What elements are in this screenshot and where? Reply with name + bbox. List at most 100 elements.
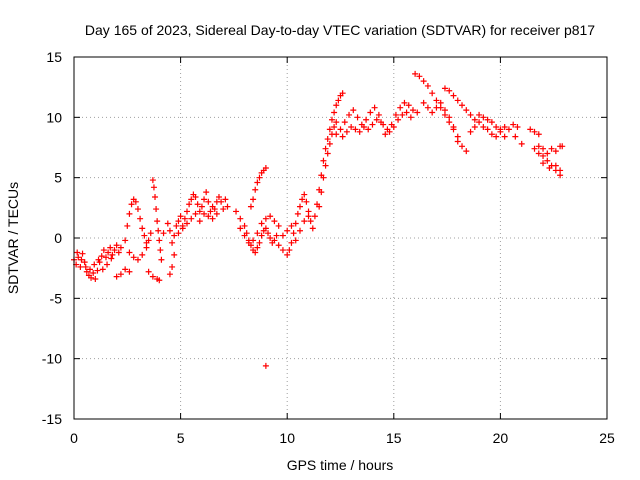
data-point (265, 230, 272, 237)
data-point (150, 184, 157, 191)
data-point (559, 143, 566, 150)
data-point (175, 218, 182, 225)
data-point (324, 136, 331, 143)
data-point (299, 196, 306, 203)
data-point (333, 131, 340, 138)
data-point (104, 261, 111, 268)
data-point (154, 218, 161, 225)
chart-title: Day 165 of 2023, Sidereal Day-to-day VTE… (85, 22, 595, 38)
data-point (301, 218, 308, 225)
data-point (262, 215, 269, 222)
x-tick-label: 25 (599, 430, 615, 446)
data-point (113, 273, 120, 280)
data-point (78, 256, 85, 263)
data-point (296, 203, 303, 210)
data-point (375, 111, 382, 118)
data-point (152, 193, 159, 200)
data-point (75, 254, 82, 261)
data-point (488, 131, 495, 138)
data-point (207, 208, 214, 215)
data-point (405, 102, 412, 109)
data-point (267, 213, 274, 220)
data-point (79, 250, 86, 257)
data-point (134, 206, 141, 213)
data-point (305, 213, 312, 220)
data-point (292, 237, 299, 244)
data-point (107, 244, 114, 251)
data-point (294, 210, 301, 217)
data-point (390, 123, 397, 130)
data-point (290, 230, 297, 237)
data-point (137, 215, 144, 222)
data-point (256, 239, 263, 246)
data-point (476, 119, 483, 126)
data-point (557, 167, 564, 174)
data-point (156, 237, 163, 244)
data-point (546, 165, 553, 172)
data-point (407, 114, 414, 121)
data-point (186, 201, 193, 208)
data-point (360, 123, 367, 130)
data-point (192, 193, 199, 200)
data-point (155, 227, 162, 234)
data-point (514, 123, 521, 130)
data-point (213, 210, 220, 217)
data-point (335, 97, 342, 104)
data-point (437, 99, 444, 106)
data-point (535, 143, 542, 150)
data-point (463, 148, 470, 155)
data-point (531, 128, 538, 135)
data-point (250, 196, 257, 203)
data-point (518, 140, 525, 147)
data-point (409, 107, 416, 114)
data-point (378, 119, 385, 126)
y-tick-label: 15 (46, 49, 62, 65)
data-point (446, 114, 453, 121)
data-point (188, 196, 195, 203)
x-tick-label: 20 (493, 430, 509, 446)
data-point (171, 251, 178, 258)
data-point (420, 99, 427, 106)
data-point (433, 104, 440, 111)
data-point (115, 249, 122, 256)
data-point (220, 206, 227, 213)
data-point (122, 266, 129, 273)
data-point (247, 203, 254, 210)
data-point (371, 104, 378, 111)
data-point (303, 198, 310, 205)
data-point (254, 179, 261, 186)
data-point (241, 232, 248, 239)
data-point (262, 362, 269, 369)
y-tick-label: 10 (46, 109, 62, 125)
data-point (157, 247, 164, 254)
data-point (352, 126, 359, 133)
data-point (258, 232, 265, 239)
data-point (363, 116, 370, 123)
data-point (354, 114, 361, 121)
data-point (181, 215, 188, 222)
data-point (169, 263, 176, 270)
data-point (397, 104, 404, 111)
data-point (459, 102, 466, 109)
x-axis-label: GPS time / hours (287, 457, 394, 473)
data-point (267, 235, 274, 241)
data-point (333, 119, 340, 126)
data-point (467, 128, 474, 135)
data-point (284, 227, 291, 234)
data-point (105, 249, 112, 256)
data-point (205, 213, 212, 220)
data-point (367, 109, 374, 116)
y-tick-label: 5 (54, 170, 62, 186)
data-point (341, 119, 348, 126)
data-point (262, 165, 269, 172)
data-point (471, 116, 478, 123)
data-point (218, 198, 225, 205)
data-point (531, 145, 538, 152)
data-point (416, 73, 423, 80)
data-point (326, 140, 333, 147)
data-point (316, 203, 323, 210)
data-point (196, 208, 203, 215)
data-point (339, 133, 346, 140)
